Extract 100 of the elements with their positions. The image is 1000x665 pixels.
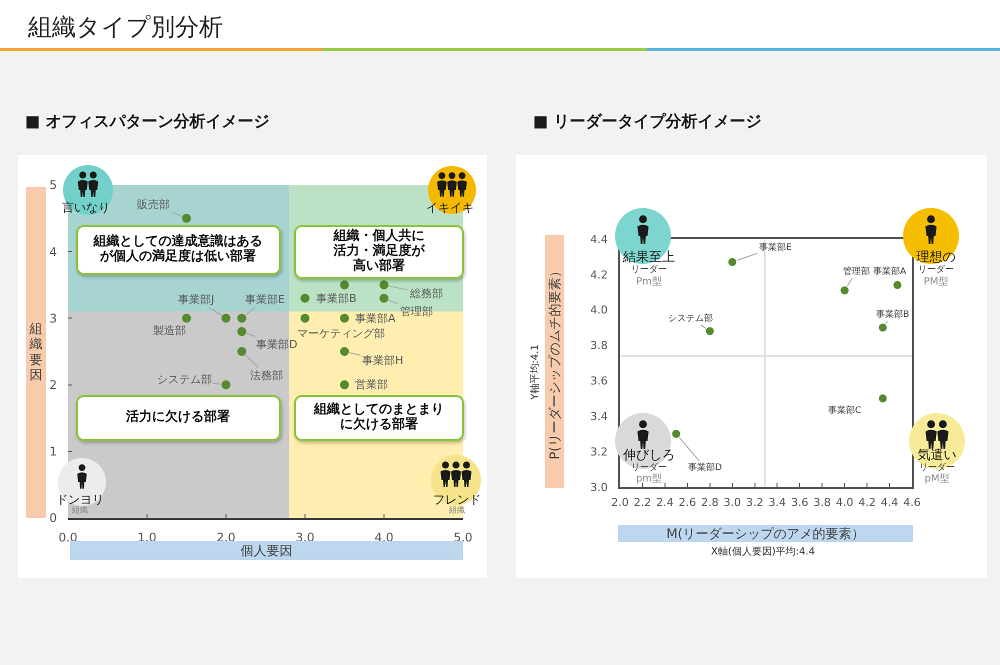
x-tick-label: 2.2 (634, 496, 652, 510)
point (300, 294, 310, 303)
x-tick-label: 2.6 (678, 496, 696, 510)
chart-title: ■ オフィスパターン分析イメージ (25, 112, 270, 132)
annotation: 管理部 (843, 266, 870, 277)
annotation: 事業部J (178, 293, 214, 306)
y-tick-label: 3.2 (590, 445, 608, 458)
y-tick-label: 3 (49, 311, 57, 326)
annotation: 組織としてのまとまりに欠ける部署 (314, 402, 444, 433)
point (840, 286, 849, 294)
y-axis-title: 組織要因 (30, 321, 42, 384)
y-tick-label: 4 (49, 244, 57, 259)
annotation: 組織・個人共に活力・満足度が高い部署 (334, 228, 424, 274)
x-tick-label: 0.0 (58, 530, 78, 544)
text: リーダー (918, 265, 954, 276)
point (340, 314, 349, 323)
point (380, 280, 388, 290)
annotation: 組織としての達成意識はあるが個人の満足度は低い部署 (94, 234, 262, 265)
annotation: 事業部D (688, 462, 722, 473)
point (222, 314, 230, 323)
y-tick-label: 1 (49, 444, 57, 459)
annotation: 活力に欠ける部署 (125, 410, 231, 426)
annotation: システム部 (668, 313, 713, 324)
x-tick-label: 4.0 (836, 496, 854, 510)
x-tick-label: 2.8 (701, 496, 719, 510)
y-axis-title: P(リーダーシップのムチ的要素） (546, 264, 564, 459)
annotation: マーケティング部 (297, 327, 385, 340)
point (706, 327, 714, 336)
y-tick-label: 4.0 (590, 304, 608, 317)
annotation: 事業部E (759, 242, 792, 253)
point (182, 314, 191, 323)
annotation: 事業部B (316, 292, 357, 305)
x-axis-title: 個人要因 (240, 542, 292, 560)
text: pM型 (924, 474, 950, 484)
point (728, 258, 736, 266)
point (878, 394, 887, 402)
y-tick-label: 3.6 (590, 374, 608, 388)
text: リーダー (919, 463, 955, 474)
annotation: 法務部 (250, 369, 283, 382)
point (237, 314, 246, 323)
point (893, 281, 902, 290)
text: 組織タイプ別分析 (28, 12, 223, 41)
y-tick-label: 3.8 (590, 339, 608, 352)
annotation: 製造部 (153, 324, 186, 337)
annotation: 事業部H (362, 354, 404, 367)
y-tick-label: 4.2 (590, 268, 608, 282)
x-tick-label: 3.4 (768, 496, 786, 510)
annotation: ドンヨリ (56, 492, 104, 506)
annotation: 結果至上 (623, 250, 675, 265)
annotation: pm型 (636, 474, 662, 484)
annotation: 事業部E (245, 293, 285, 306)
x-tick-label: 3.2 (746, 496, 764, 510)
annotation: 管理部 (400, 305, 433, 318)
point (182, 214, 191, 223)
x-tick-label: 4.2 (858, 496, 876, 510)
chart-title: ■ リーダータイプ分析イメージ (533, 112, 762, 132)
point (237, 327, 246, 336)
text: Y軸平均:4.1 (528, 344, 542, 400)
y-tick-label: 4.4 (590, 232, 608, 246)
text: X軸(個人要因)平均:4.4 (711, 546, 815, 558)
point (300, 314, 310, 323)
annotation: システム部 (157, 373, 212, 386)
x-tick-label: 4.6 (903, 496, 921, 510)
y-tick-label: 3.0 (590, 480, 608, 494)
annotation: 事業部C (828, 405, 862, 416)
point (222, 380, 230, 390)
x-tick-label: 4.4 (880, 496, 898, 510)
annotation: 総務部 (409, 287, 443, 300)
annotation: フレンド (433, 492, 481, 506)
point (878, 324, 887, 332)
point (672, 430, 680, 438)
annotation: Pm型 (636, 276, 662, 288)
annotation: 販売部 (137, 198, 170, 211)
annotation: 事業部D (256, 338, 298, 351)
annotation: リーダー (631, 463, 667, 474)
x-tick-label: 3.8 (813, 496, 831, 510)
point (340, 380, 349, 390)
text: 気遣い (918, 448, 956, 463)
annotation: リーダー (631, 265, 667, 276)
annotation: 組織 (72, 506, 88, 516)
annotation: 事業部B (876, 309, 910, 320)
annotation: 言いなり (62, 200, 110, 215)
x-axis-title: M(リーダーシップのアメ的要素） (666, 526, 865, 542)
x-tick-label: 2.4 (656, 496, 674, 510)
text: PM型 (924, 276, 948, 288)
annotation: 営業部 (355, 378, 388, 391)
point (237, 347, 246, 356)
annotation: 事業部A (355, 312, 396, 325)
x-tick-label: 2.0 (611, 496, 629, 510)
x-tick-label: 3.0 (724, 496, 742, 510)
annotation: 伸びしろ (623, 448, 675, 463)
y-tick-label: 3.4 (590, 410, 608, 423)
point (340, 280, 349, 290)
point (340, 347, 349, 356)
y-tick-label: 5 (49, 178, 57, 192)
point (380, 294, 388, 303)
y-tick-label: 2 (49, 378, 57, 392)
y-tick-label: 0 (49, 511, 57, 526)
x-tick-label: 3.6 (790, 496, 808, 510)
annotation: 事業部A (873, 266, 907, 277)
